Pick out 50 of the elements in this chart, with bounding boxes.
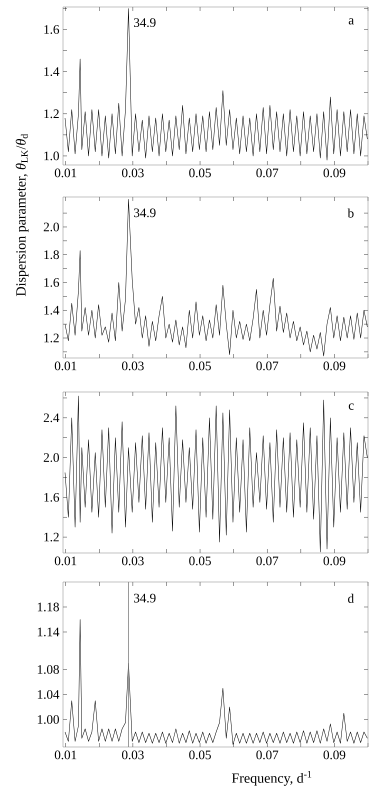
x-tick-label: 0.01 — [54, 362, 76, 370]
y-tick-label: 1.04 — [38, 690, 60, 699]
y-axis-title: Dispersion parameter, θ$_{LK}$/θ$_{d}$ — [16, 134, 29, 296]
y-tick-label: 1.08 — [38, 665, 59, 674]
x-tick-label: 0.09 — [324, 750, 346, 760]
x-axis-title: Frequency, d$^{-1}$ — [232, 770, 312, 786]
x-tick-label: 0.05 — [189, 556, 211, 566]
y-tick-label: 1.2 — [44, 334, 59, 342]
y-tick-label: 1.6 — [44, 492, 60, 502]
y-tick-label: 1.8 — [44, 250, 59, 260]
x-tick-label: 0.07 — [256, 556, 278, 566]
x-tick-label: 0.03 — [122, 168, 144, 178]
annotation: b — [348, 208, 354, 218]
x-tick-label: 0.01 — [54, 556, 76, 566]
line-series — [64, 198, 368, 356]
y-tick-label: 1.2 — [44, 532, 59, 542]
y-tick-label: 1.6 — [44, 25, 60, 34]
y-tick-label: 1.18 — [38, 602, 59, 612]
annotation: 34.9 — [134, 208, 156, 218]
x-tick-label: 0.01 — [54, 750, 76, 760]
x-tick-label: 0.05 — [189, 750, 211, 760]
y-tick-label: 2.4 — [44, 413, 60, 422]
y-tick-label: 2.0 — [44, 453, 59, 462]
annotation: 34.9 — [134, 594, 156, 603]
y-tick-label: 1.14 — [38, 628, 60, 636]
x-tick-label: 0.05 — [189, 362, 211, 370]
x-tick-label: 0.09 — [324, 168, 346, 178]
y-tick-label: 1.6 — [44, 278, 60, 287]
x-tick-label: 0.09 — [324, 556, 346, 566]
x-tick-label: 0.03 — [122, 750, 144, 760]
y-tick-label: 1.2 — [44, 109, 59, 118]
y-tick-label: 2.0 — [44, 222, 59, 232]
y-tick-label: 1.00 — [38, 715, 59, 724]
line-series — [64, 396, 368, 552]
annotation: 34.9 — [134, 18, 156, 28]
annotation: a — [348, 18, 354, 24]
x-tick-label: 0.07 — [256, 168, 278, 178]
x-tick-label: 0.01 — [54, 168, 76, 178]
y-tick-label: 1.0 — [44, 152, 59, 160]
line-series — [64, 8, 368, 160]
y-tick-label: 1.4 — [44, 306, 60, 315]
annotation: d — [348, 594, 354, 603]
annotation: c — [348, 403, 354, 410]
x-tick-label: 0.07 — [256, 362, 278, 370]
x-tick-label: 0.03 — [122, 556, 144, 566]
y-tick-label: 1.4 — [44, 67, 60, 76]
x-tick-label: 0.07 — [256, 750, 278, 760]
x-tick-label: 0.05 — [189, 168, 211, 178]
x-tick-label: 0.09 — [324, 362, 346, 370]
x-tick-label: 0.03 — [122, 362, 144, 370]
